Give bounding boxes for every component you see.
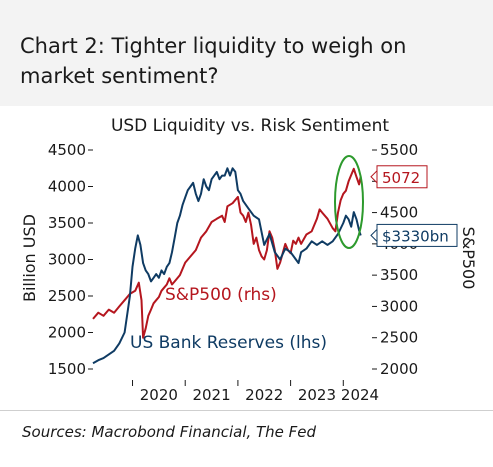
y-right-tick-label: 2000 [380, 360, 418, 378]
y-left-tick-label: 4000 [48, 178, 86, 196]
x-tick-label: 2024 [341, 386, 379, 404]
series-layer [92, 167, 362, 365]
y-left-tick-label: 2500 [48, 287, 86, 305]
chart: USD Liquidity vs. Risk Sentiment Billion… [20, 116, 478, 404]
sources-note: Sources: Macrobond Financial, The Fed [22, 423, 317, 441]
chart-title: USD Liquidity vs. Risk Sentiment [111, 116, 389, 136]
x-axis: 2020 2021 2022 2023 2024 [132, 380, 379, 404]
y-left-tick-label: 3500 [48, 214, 86, 232]
y-axis-right-label: S&P500 [459, 227, 478, 290]
x-tick-label: 2023 [298, 386, 336, 404]
y-left-tick-label: 2000 [48, 324, 86, 342]
spx-series-line [92, 167, 362, 339]
y-right-tick-label: 5500 [380, 141, 418, 159]
spx-value-callout: 5072 [382, 169, 420, 187]
y-right-tick-label: 3500 [380, 266, 418, 284]
y-axis-left: 1500 2000 2500 3000 3500 4000 4500 [48, 141, 93, 378]
spx-value-callout-box [376, 165, 428, 189]
y-left-tick-label: 3000 [48, 251, 86, 269]
reserves-series-label: US Bank Reserves (lhs) [130, 333, 327, 353]
y-right-tick-label: 3000 [380, 297, 418, 315]
reserves-value-callout-pointer [370, 228, 378, 243]
spx-series-label: S&P500 (rhs) [165, 285, 277, 305]
y-right-tick-label: 2500 [380, 329, 418, 347]
footer-divider [0, 410, 493, 411]
x-tick-label: 2020 [140, 386, 178, 404]
y-axis-left-label: Billion USD [20, 214, 39, 302]
chart-header: Chart 2: Tighter liquidity to weigh on m… [0, 0, 493, 106]
page-title: Chart 2: Tighter liquidity to weigh on m… [20, 34, 407, 88]
reserves-series-line [92, 167, 362, 365]
y-left-tick-label: 4500 [48, 141, 86, 159]
x-tick-label: 2021 [192, 386, 230, 404]
reserves-value-callout-box [376, 223, 458, 247]
highlight-ellipse [334, 155, 364, 249]
y-right-tick-label: 4500 [380, 204, 418, 222]
reserves-value-callout: $3330bn [382, 227, 449, 245]
y-left-tick-label: 1500 [48, 360, 86, 378]
x-tick-label: 2022 [245, 386, 283, 404]
value-callouts: 5072 $3330bn [370, 165, 458, 247]
